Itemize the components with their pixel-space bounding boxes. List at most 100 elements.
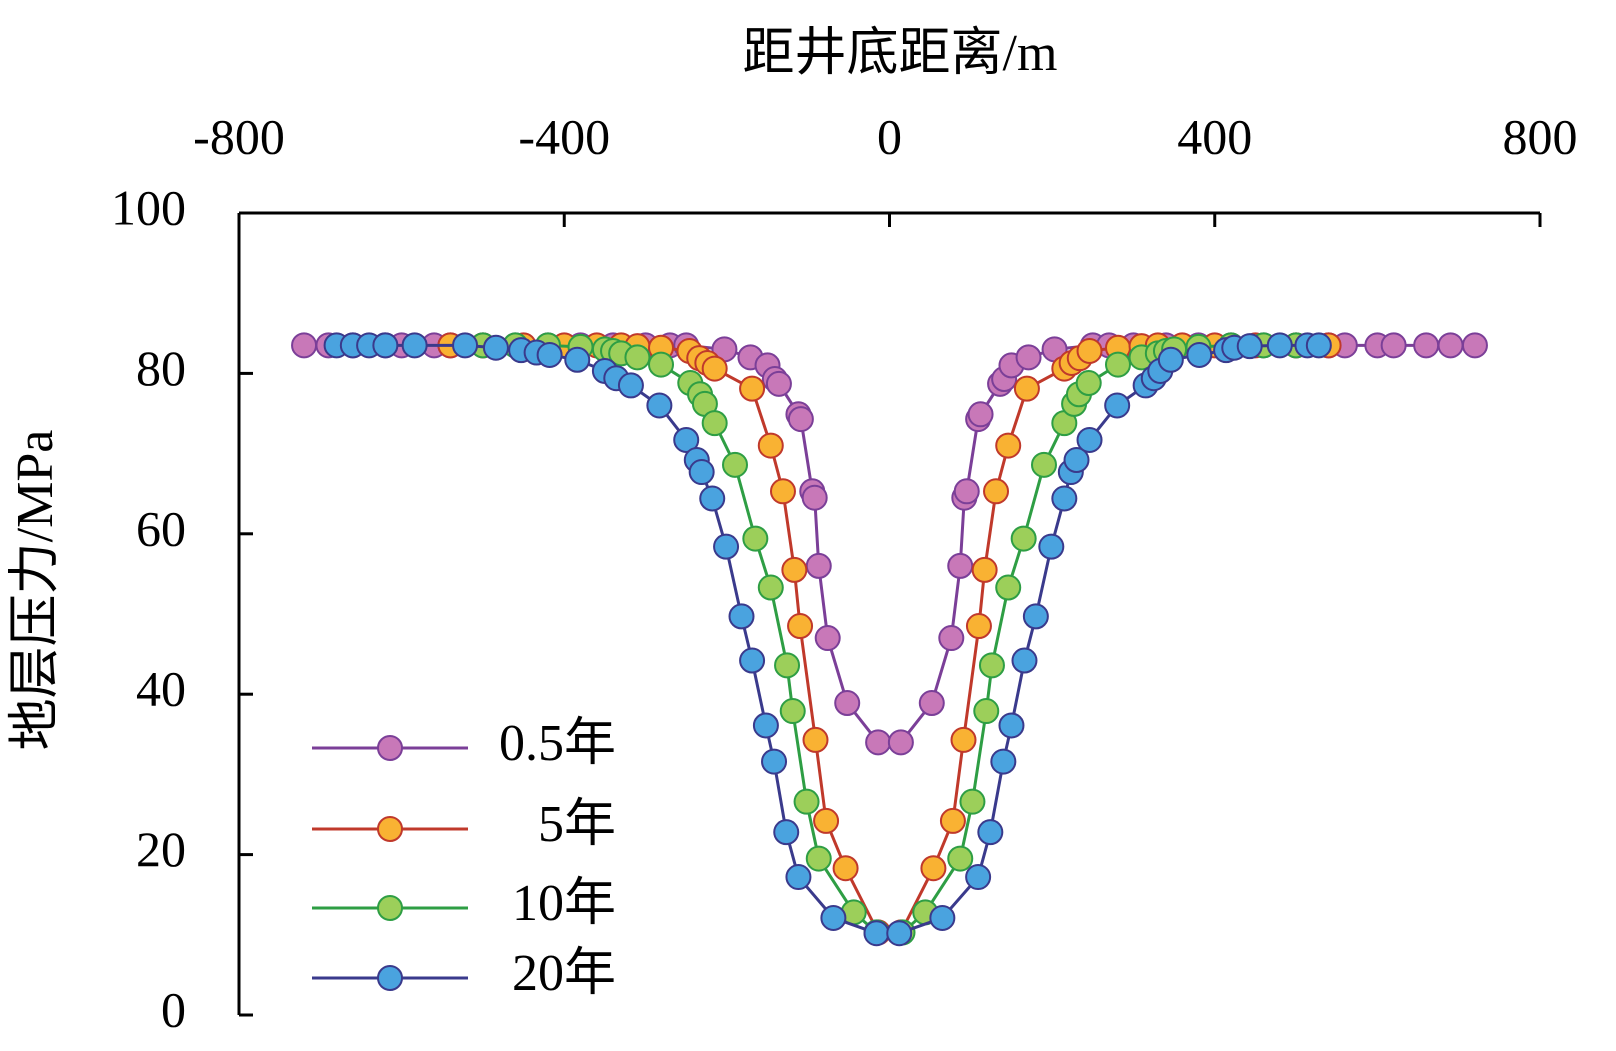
data-point: [1030, 451, 1057, 478]
data-point: [1461, 332, 1488, 359]
data-point: [742, 525, 769, 552]
data-point: [918, 690, 945, 717]
data-point: [624, 344, 651, 371]
legend-label: 10年: [512, 875, 616, 932]
legend-marker: [377, 895, 403, 921]
data-point: [834, 690, 861, 717]
data-point: [787, 406, 814, 433]
data-point: [1011, 647, 1038, 674]
y-tick-label: 60: [136, 500, 186, 556]
data-point: [920, 855, 947, 882]
x-tick-label: 400: [1177, 108, 1252, 164]
y-tick-label: 0: [161, 981, 186, 1037]
data-point: [1380, 332, 1407, 359]
x-tick-label: -800: [193, 108, 285, 164]
data-point: [564, 346, 591, 373]
data-point: [1075, 370, 1102, 397]
data-point: [973, 698, 1000, 725]
data-point: [995, 574, 1022, 601]
data-point: [929, 904, 956, 931]
data-point: [482, 334, 509, 361]
data-point: [832, 855, 859, 882]
data-point: [1022, 603, 1049, 630]
legend-label: 20年: [512, 945, 616, 1002]
data-point: [701, 410, 728, 437]
data-point: [1186, 341, 1213, 368]
data-point: [1236, 333, 1263, 360]
data-point: [953, 478, 980, 505]
data-point: [617, 372, 644, 399]
data-point: [1413, 332, 1440, 359]
data-point: [820, 904, 847, 931]
data-point: [802, 726, 829, 753]
data-point: [401, 332, 428, 359]
data-point: [995, 432, 1022, 459]
data-point: [1104, 392, 1131, 419]
data-point: [1076, 426, 1103, 453]
data-point: [739, 647, 766, 674]
data-point: [646, 392, 673, 419]
data-point: [805, 845, 832, 872]
y-tick-label: 100: [111, 179, 186, 235]
data-point: [1266, 332, 1293, 359]
data-point: [938, 625, 965, 652]
legend-label: 0.5年: [499, 715, 616, 772]
data-point: [793, 788, 820, 815]
data-point: [1015, 344, 1042, 371]
data-point: [965, 613, 992, 640]
data-point: [1305, 332, 1332, 359]
data-point: [722, 451, 749, 478]
data-point: [959, 788, 986, 815]
y-tick-label: 40: [136, 661, 186, 717]
data-point: [1063, 447, 1090, 474]
y-tick-label: 80: [136, 340, 186, 396]
data-point: [947, 552, 974, 579]
data-point: [950, 726, 977, 753]
data-point: [865, 729, 892, 756]
data-point: [977, 819, 1004, 846]
data-point: [688, 459, 715, 486]
data-point: [814, 625, 841, 652]
data-point: [886, 920, 913, 947]
data-point: [699, 485, 726, 512]
data-point: [1076, 337, 1103, 364]
data-point: [757, 432, 784, 459]
data-point: [452, 332, 479, 359]
data-point: [372, 332, 399, 359]
data-point: [978, 652, 1005, 679]
series: [291, 332, 1488, 756]
data-point: [774, 652, 801, 679]
data-point: [713, 533, 740, 560]
data-point: [785, 864, 812, 891]
x-axis-title: 距井底距离/m: [743, 25, 1058, 82]
data-point: [536, 341, 563, 368]
x-tick-label: 800: [1503, 108, 1578, 164]
data-point: [648, 351, 675, 378]
y-tick-label: 20: [136, 821, 186, 877]
data-point: [1038, 533, 1065, 560]
data-point: [1104, 351, 1131, 378]
data-point: [673, 426, 700, 453]
data-point: [728, 603, 755, 630]
data-point: [769, 478, 796, 505]
data-point: [779, 698, 806, 725]
data-point: [773, 819, 800, 846]
data-point: [863, 920, 890, 947]
x-tick-label: 0: [877, 108, 902, 164]
data-point: [947, 845, 974, 872]
data-point: [983, 478, 1010, 505]
data-point: [939, 807, 966, 834]
data-point: [1010, 525, 1037, 552]
y-axis-title: 地层压力/MPa: [7, 430, 64, 751]
data-point: [887, 729, 914, 756]
x-tick-label: -400: [518, 108, 610, 164]
data-point: [761, 748, 788, 775]
data-point: [739, 375, 766, 402]
legend-marker: [377, 735, 403, 761]
data-point: [965, 864, 992, 891]
data-point: [757, 574, 784, 601]
data-point: [1437, 332, 1464, 359]
series: [323, 332, 1332, 947]
data-point: [998, 712, 1025, 739]
